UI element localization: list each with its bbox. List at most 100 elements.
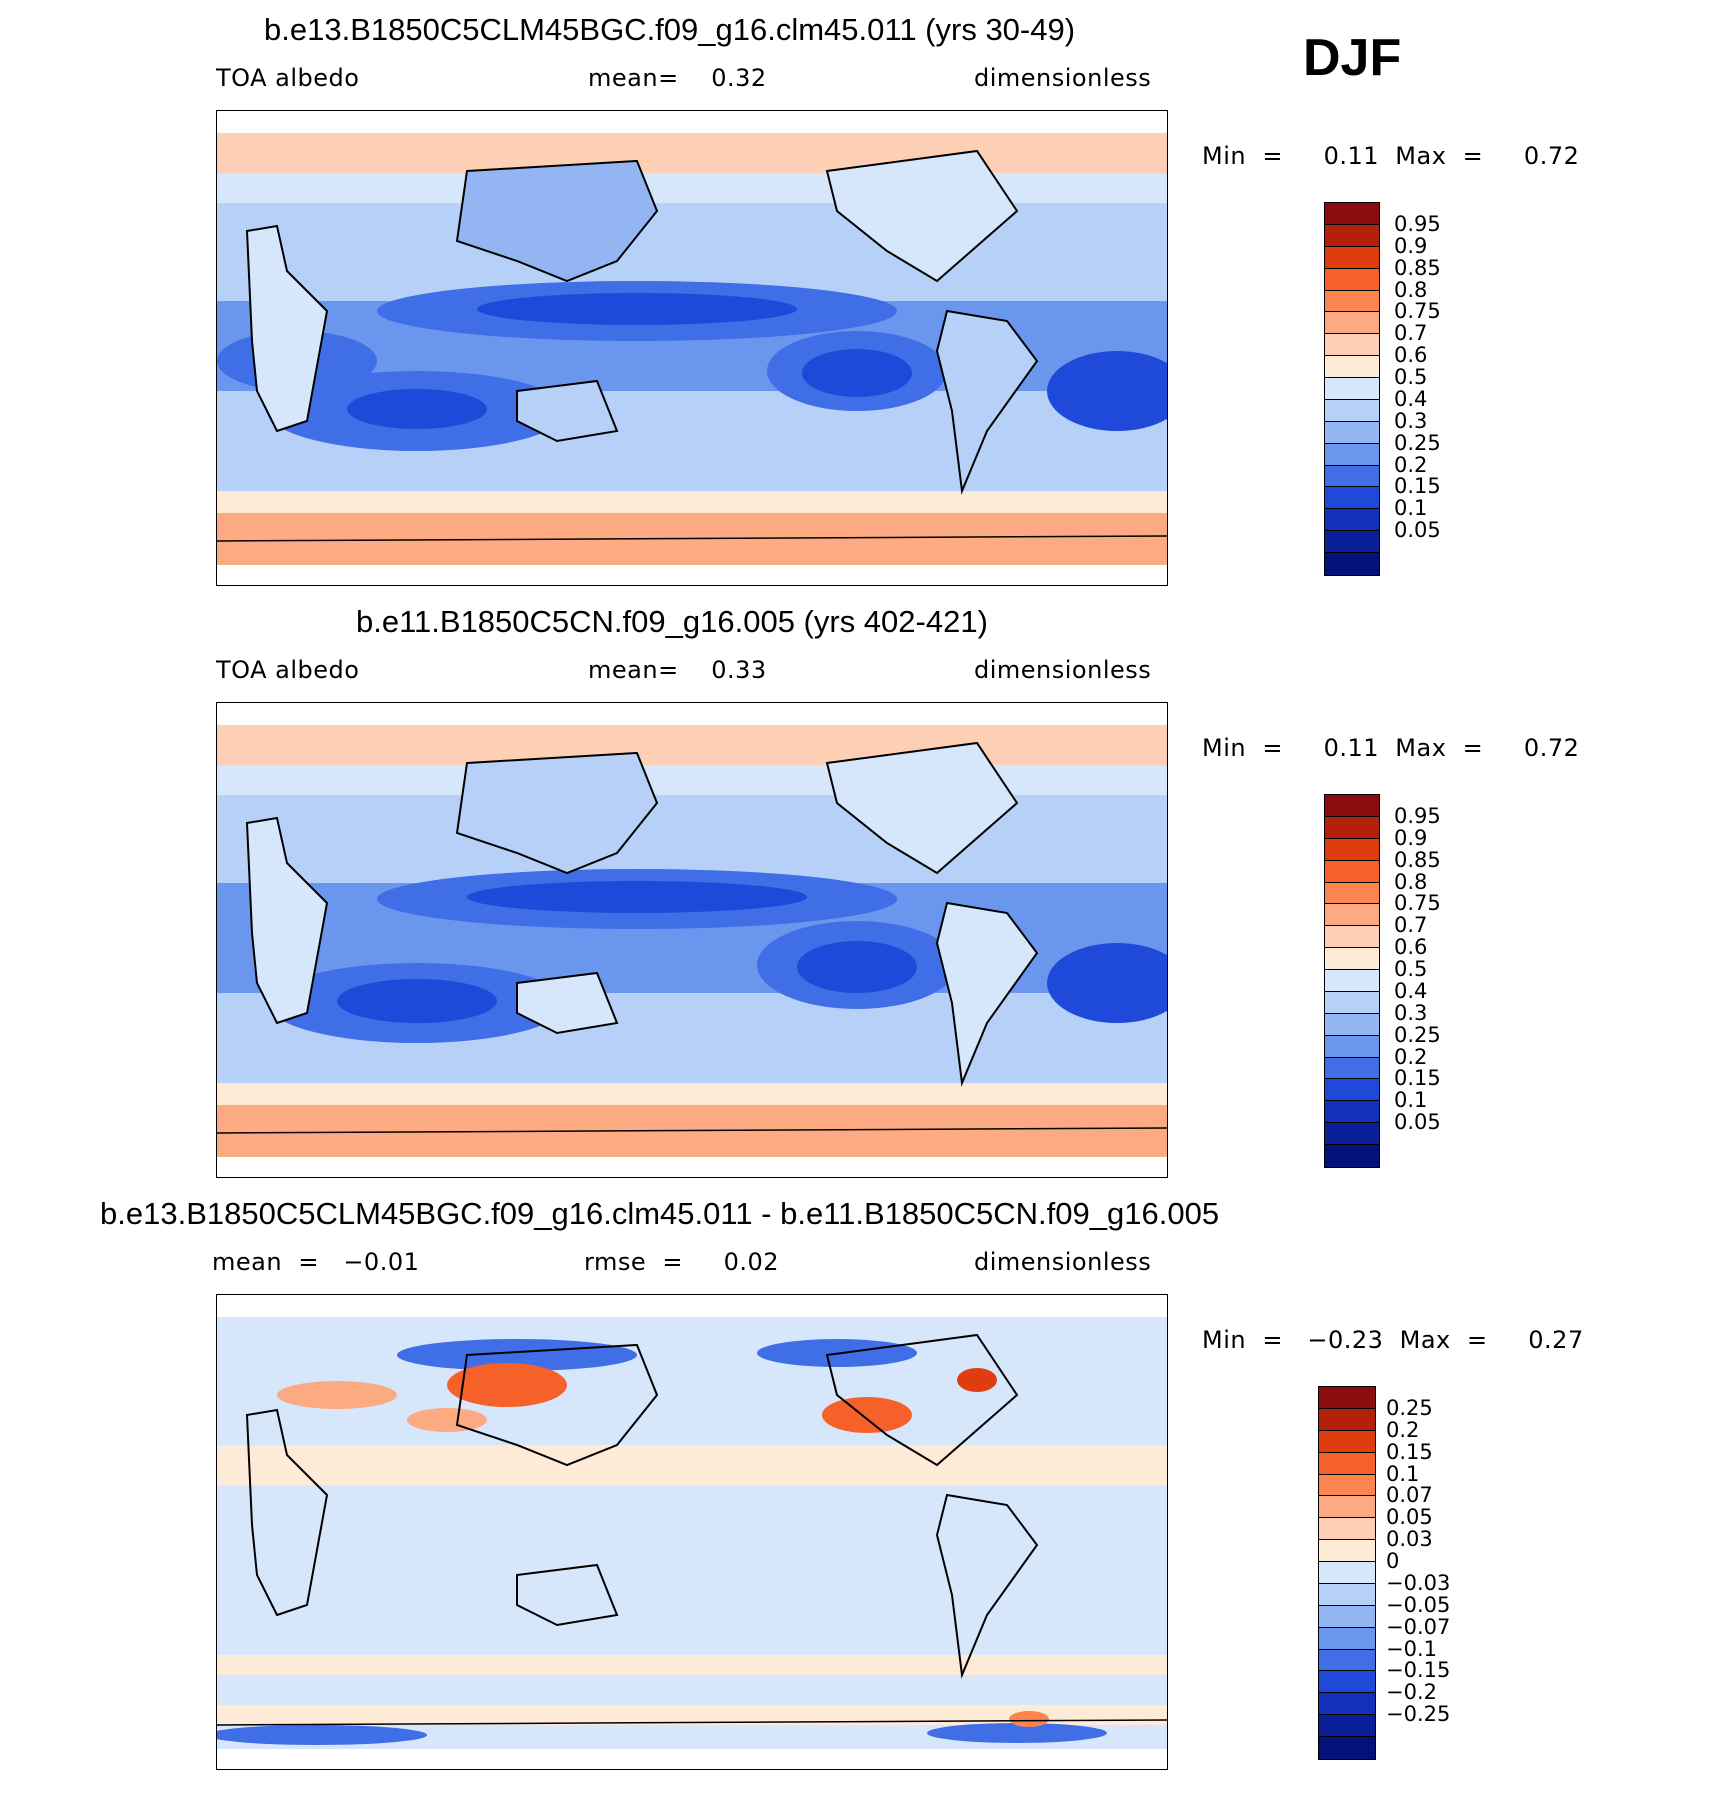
colorbar-swatch (1325, 312, 1379, 335)
colorbar-swatch (1325, 356, 1379, 378)
colorbar-tick-label: 0.6 (1394, 343, 1428, 368)
colorbar-tick-label: 0.1 (1386, 1461, 1420, 1486)
colorbar-swatch (1325, 465, 1379, 488)
colorbar-tick-label: 0.15 (1386, 1439, 1433, 1464)
colorbar-tick-label: 0.8 (1394, 869, 1428, 894)
colorbar-swatch (1325, 904, 1379, 927)
colorbar-swatch (1319, 1605, 1375, 1628)
colorbar-tick-label: 0.75 (1394, 299, 1441, 324)
panel-3-units-label: dimensionless (974, 1248, 1152, 1276)
colorbar-tick-label: 0 (1386, 1549, 1400, 1574)
colorbar-swatch (1325, 882, 1379, 905)
colorbar-tick-label: 0.6 (1394, 935, 1428, 960)
colorbar-tick-label: −0.2 (1386, 1680, 1437, 1705)
panel-3-title: b.e13.B1850C5CLM45BGC.f09_g16.clm45.011 … (100, 1196, 1220, 1231)
colorbar-swatch (1319, 1649, 1375, 1672)
panel-1-map-field (217, 111, 1167, 585)
panel-3-rmse-label: rmse = 0.02 (584, 1248, 780, 1276)
colorbar-tick-label: 0.95 (1394, 211, 1441, 236)
colorbar-tick-label: 0.05 (1394, 1110, 1441, 1135)
panel-2-colorbar (1324, 794, 1380, 1168)
panel-1-title: b.e13.B1850C5CLM45BGC.f09_g16.clm45.011 … (264, 12, 1076, 47)
colorbar-tick-label: 0.2 (1394, 452, 1428, 477)
panel-2-colorbar-ticks: 0.95 0.9 0.85 0.8 0.75 0.7 0.6 0.5 0.4 0.3 0.25 0.2… (1394, 794, 1474, 1166)
colorbar-swatch (1325, 553, 1379, 575)
colorbar-swatch (1325, 1101, 1379, 1124)
panel-1-colorbar (1324, 202, 1380, 576)
colorbar-swatch (1325, 1145, 1379, 1167)
panel-3-map (216, 1294, 1168, 1770)
panel-2-minmax-label: Min = 0.11 Max = 0.72 (1202, 734, 1580, 762)
colorbar-tick-label: 0.85 (1394, 847, 1441, 872)
panel-2-units-label: dimensionless (974, 656, 1152, 684)
colorbar-tick-label: −0.25 (1386, 1702, 1451, 1727)
colorbar-swatch (1325, 970, 1379, 992)
colorbar-swatch (1319, 1408, 1375, 1431)
colorbar-swatch (1325, 926, 1379, 949)
panel-1-units-label: dimensionless (974, 64, 1152, 92)
colorbar-tick-label: 0.7 (1394, 321, 1428, 346)
colorbar-swatch (1319, 1671, 1375, 1694)
colorbar-swatch (1325, 443, 1379, 466)
colorbar-tick-label: 0.03 (1386, 1527, 1433, 1552)
colorbar-swatch (1325, 487, 1379, 510)
colorbar-swatch (1319, 1737, 1375, 1759)
panel-1-colorbar-ticks: 0.95 0.9 0.85 0.8 0.75 0.7 0.6 0.5 0.4 0.3 0.25 0.2… (1394, 202, 1474, 574)
colorbar-tick-label: 0.1 (1394, 1088, 1428, 1113)
colorbar-swatch (1325, 531, 1379, 553)
panel-3-map-field (217, 1295, 1167, 1769)
colorbar-swatch (1319, 1627, 1375, 1650)
colorbar-swatch (1325, 795, 1379, 817)
colorbar-tick-label: −0.15 (1386, 1658, 1451, 1683)
colorbar-tick-label: 0.4 (1394, 978, 1428, 1003)
season-label: DJF (1303, 29, 1402, 87)
colorbar-tick-label: 0.85 (1394, 255, 1441, 280)
colorbar-tick-label: −0.05 (1386, 1592, 1451, 1617)
colorbar-tick-label: 0.8 (1394, 277, 1428, 302)
panel-2-variable-label: TOA albedo (216, 656, 360, 684)
colorbar-swatch (1319, 1693, 1375, 1716)
panel-2-map-field (217, 703, 1167, 1177)
colorbar-swatch (1325, 991, 1379, 1014)
colorbar-swatch (1325, 378, 1379, 400)
colorbar-swatch (1319, 1715, 1375, 1737)
panel-1-variable-label: TOA albedo (216, 64, 360, 92)
colorbar-swatch (1325, 509, 1379, 532)
panel-2-map (216, 702, 1168, 1178)
colorbar-swatch (1325, 268, 1379, 291)
colorbar-swatch (1319, 1518, 1375, 1541)
colorbar-tick-label: −0.07 (1386, 1614, 1451, 1639)
panel-1-mean-label: mean= 0.32 (588, 64, 767, 92)
colorbar-swatch (1319, 1474, 1375, 1497)
colorbar-tick-label: 0.05 (1386, 1505, 1433, 1530)
colorbar-swatch (1319, 1583, 1375, 1606)
colorbar-tick-label: 0.07 (1386, 1483, 1433, 1508)
colorbar-swatch (1325, 203, 1379, 225)
colorbar-swatch (1325, 816, 1379, 839)
colorbar-swatch (1325, 1079, 1379, 1102)
colorbar-tick-label: 0.1 (1394, 496, 1428, 521)
colorbar-tick-label: 0.3 (1394, 408, 1428, 433)
panel-1-map (216, 110, 1168, 586)
colorbar-swatch (1325, 838, 1379, 861)
colorbar-tick-label: 0.9 (1394, 233, 1428, 258)
colorbar-swatch (1325, 246, 1379, 269)
colorbar-swatch (1325, 399, 1379, 422)
colorbar-tick-label: 0.25 (1394, 430, 1441, 455)
colorbar-tick-label: 0.4 (1394, 386, 1428, 411)
colorbar-swatch (1325, 1013, 1379, 1036)
colorbar-swatch (1319, 1452, 1375, 1475)
colorbar-swatch (1325, 860, 1379, 883)
colorbar-swatch (1325, 334, 1379, 357)
colorbar-swatch (1325, 1057, 1379, 1080)
panel-3-colorbar-ticks: 0.25 0.2 0.15 0.1 0.07 0.05 0.03 0 −0.03 −0.05 −0.… (1386, 1386, 1486, 1758)
colorbar-swatch (1319, 1430, 1375, 1453)
colorbar-tick-label: 0.15 (1394, 1066, 1441, 1091)
colorbar-tick-label: 0.5 (1394, 957, 1428, 982)
colorbar-swatch (1319, 1387, 1375, 1409)
colorbar-tick-label: 0.5 (1394, 365, 1428, 390)
colorbar-tick-label: −0.1 (1386, 1636, 1437, 1661)
colorbar-tick-label: 0.05 (1394, 518, 1441, 543)
panel-2-mean-label: mean= 0.33 (588, 656, 767, 684)
colorbar-swatch (1325, 421, 1379, 444)
